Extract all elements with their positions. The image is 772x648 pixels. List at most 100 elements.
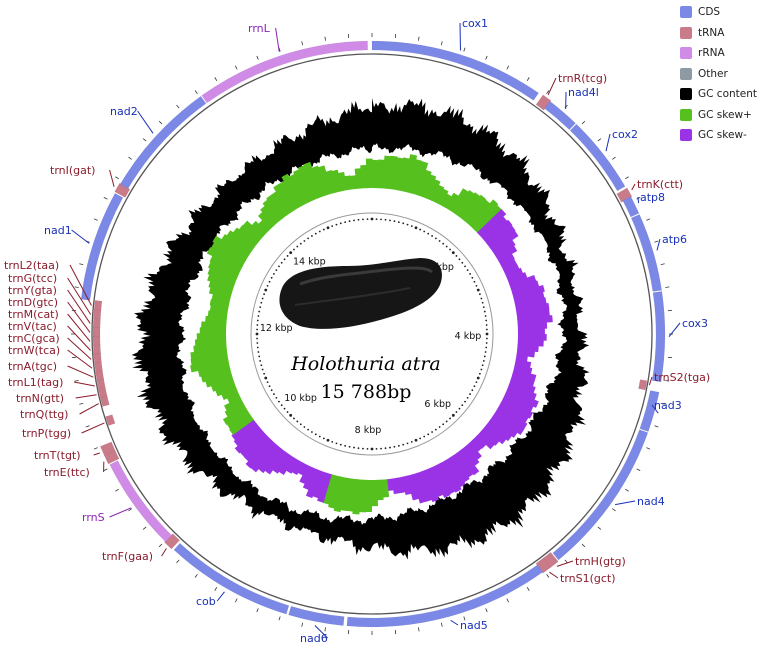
outer-tick	[93, 447, 98, 450]
scale-dot	[402, 443, 405, 446]
scale-dot	[475, 284, 478, 287]
legend-item: Other	[680, 64, 772, 85]
scale-dot	[384, 447, 387, 450]
gc-skew-positive	[461, 194, 487, 223]
scale-dot	[263, 372, 266, 375]
scale-dot	[393, 220, 396, 223]
scale-dot	[486, 328, 488, 331]
label-leader	[614, 500, 636, 506]
sea-cucumber-image	[279, 258, 442, 329]
scale-dot	[331, 225, 334, 228]
scale-dot	[434, 237, 437, 240]
label-leader	[67, 301, 91, 333]
scale-dot	[476, 288, 480, 292]
scale-dot	[485, 342, 488, 344]
label-leader	[67, 289, 91, 324]
scale-dot	[256, 342, 259, 344]
gc-skew-negative	[480, 427, 500, 446]
scale-dot	[318, 230, 321, 233]
gc-skew-positive	[381, 479, 390, 498]
label-leader	[75, 394, 97, 399]
gc-skew-positive	[469, 199, 499, 230]
outer-tick	[176, 559, 180, 564]
gc-skew-positive	[397, 157, 410, 192]
gc-skew-positive	[207, 274, 236, 289]
feature-label-trnV(tac): trnV(tac)	[8, 320, 57, 333]
gc-skew-negative	[231, 419, 257, 441]
feature-label-atp6: atp6	[662, 233, 687, 246]
outer-tick	[485, 608, 488, 613]
genome-length: 15 788bp	[321, 381, 412, 403]
gc-skew-positive	[222, 406, 249, 426]
gc-skew-negative	[278, 454, 295, 476]
scale-dot	[410, 440, 413, 443]
gc-skew-negative	[517, 334, 547, 341]
gc-skew-negative	[495, 245, 518, 262]
gc-skew-negative	[401, 475, 412, 496]
gc-skew-negative	[512, 284, 545, 300]
scale-dot	[423, 435, 426, 438]
scale-dot	[296, 420, 299, 423]
scale-dot	[389, 219, 391, 222]
gc-skew-positive	[431, 184, 445, 204]
gc-skew-positive	[298, 165, 318, 201]
gc-skew-positive	[211, 378, 235, 392]
outer-tick	[234, 65, 238, 70]
label-leader	[71, 229, 90, 244]
feature-label-trnL1(tag): trnL1(tag)	[8, 376, 63, 389]
feature-label-trnM(cat): trnM(cat)	[8, 308, 59, 321]
feature-track	[80, 40, 666, 628]
scale-dot	[442, 242, 445, 245]
gc-skew-negative	[492, 411, 525, 436]
label-leader	[275, 27, 280, 52]
gc-skew-positive	[266, 194, 287, 219]
scale-dot	[314, 433, 317, 436]
legend-item: GC content	[680, 84, 772, 105]
gc-skew-positive	[226, 410, 251, 430]
gc-skew-negative	[312, 470, 327, 499]
gc-skew-negative	[305, 469, 323, 499]
scale-dot	[318, 435, 321, 438]
feature-trnD(gtc)	[92, 326, 101, 337]
feature-label-trnN(gtt): trnN(gtt)	[16, 392, 64, 405]
gc-skew-negative	[513, 364, 533, 375]
outer-tick	[214, 587, 218, 591]
label-leader	[651, 404, 659, 414]
scale-dot	[485, 324, 488, 326]
gc-skew-negative	[514, 359, 532, 369]
gc-skew-positive	[226, 230, 255, 253]
outer-tick	[324, 627, 326, 632]
gc-skew-positive	[251, 220, 268, 237]
outer-tick	[665, 286, 670, 288]
backbone-circle	[91, 53, 653, 615]
legend-label: tRNA	[698, 26, 725, 39]
scale-dot	[397, 221, 400, 224]
gc-skew-positive	[211, 293, 231, 304]
gc-skew-negative	[515, 302, 550, 315]
feature-label-trnK(ctt): trnK(ctt)	[637, 178, 683, 191]
gc-skew-positive	[322, 474, 337, 505]
scale-dot	[362, 218, 364, 221]
scale-dot	[303, 240, 306, 242]
feature-label-nad5: nad5	[460, 619, 488, 632]
gc-skew-negative	[480, 216, 508, 241]
scale-dot	[331, 440, 334, 443]
outer-tick	[646, 218, 651, 221]
scale-dot	[335, 442, 338, 445]
gc-skew-negative	[272, 451, 291, 474]
gc-skew-positive	[325, 170, 338, 194]
scale-dot	[286, 255, 289, 257]
label-leader	[556, 560, 574, 567]
outer-tick	[485, 55, 488, 60]
gc-skew-negative	[472, 435, 487, 449]
scale-dot	[419, 228, 422, 231]
label-leader	[67, 325, 91, 351]
outer-tick	[234, 598, 238, 603]
scale-dot	[464, 265, 466, 268]
scale-dot	[445, 420, 448, 423]
scale-dot	[481, 364, 484, 367]
gc-skew-positive	[317, 165, 333, 196]
feature-cox2	[569, 123, 626, 192]
gc-skew-positive	[360, 165, 368, 189]
